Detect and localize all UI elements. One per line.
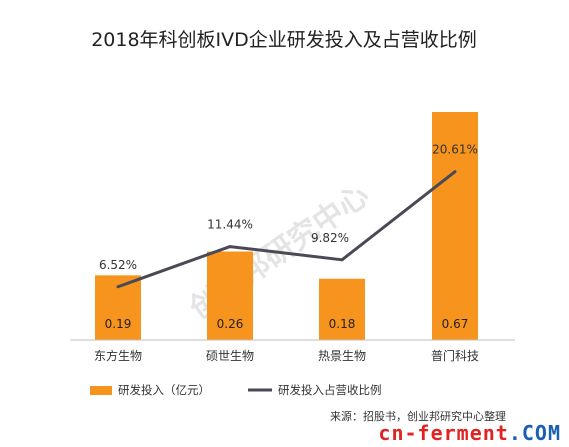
line-point xyxy=(116,285,120,289)
bar-value-label: 0.19 xyxy=(105,317,132,331)
bar-value-label: 0.26 xyxy=(217,317,244,331)
bar-value-label: 0.67 xyxy=(442,317,469,331)
line-value-label: 6.52% xyxy=(99,258,137,272)
bar-series: 0.19 0.26 0.18 0.67 xyxy=(95,112,478,340)
bar xyxy=(432,112,478,340)
legend-label-bar: 研发投入（亿元） xyxy=(118,383,210,397)
line-value-label: 11.44% xyxy=(207,218,253,232)
line-point xyxy=(453,170,457,174)
line-point xyxy=(340,258,344,262)
bar xyxy=(319,278,365,340)
brand-logo: cn-ferment.COM xyxy=(378,421,561,445)
line-value-label: 9.82% xyxy=(311,231,349,245)
source-note: 来源：招股书，创业邦研究中心整理 xyxy=(330,409,506,423)
legend-label-line: 研发投入占营收比例 xyxy=(278,383,382,397)
category-label: 普门科技 xyxy=(431,348,479,363)
line-series: 6.52% 11.44% 9.82% 20.61% xyxy=(99,143,478,289)
legend: 研发投入（亿元） 研发投入占营收比例 xyxy=(90,383,382,397)
category-label: 东方生物 xyxy=(94,348,142,363)
bar xyxy=(207,251,253,340)
series-line xyxy=(117,170,456,289)
category-labels: 东方生物 硕世生物 热景生物 普门科技 xyxy=(94,348,479,363)
legend-swatch-bar xyxy=(90,386,112,395)
line-point xyxy=(228,245,232,249)
category-label: 硕世生物 xyxy=(206,349,254,363)
line-value-label: 20.61% xyxy=(432,143,478,157)
chart-title: 2018年科创板IVD企业研发投入及占营收比例 xyxy=(91,29,477,51)
bar-value-label: 0.18 xyxy=(329,317,356,331)
category-label: 热景生物 xyxy=(318,349,366,363)
